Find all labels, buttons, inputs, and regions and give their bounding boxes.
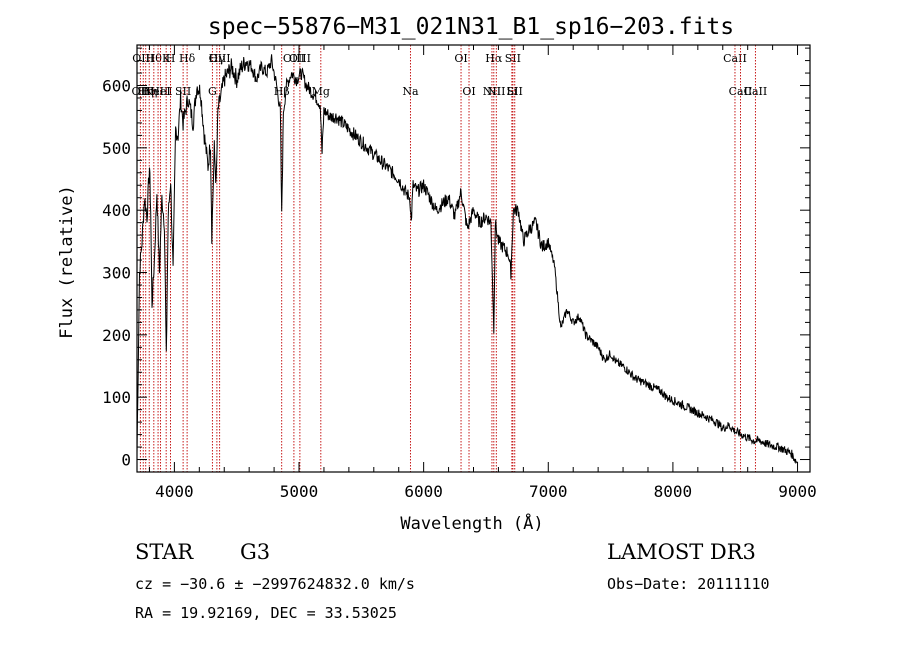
chart-title: spec−55876−M31_021N31_B1_sp16−203.fits — [208, 14, 734, 40]
line-label-top: OIII — [132, 52, 154, 65]
line-label-bottom: OI — [462, 85, 475, 98]
line-label-top: CaII — [723, 52, 747, 65]
line-label-top: OIII — [209, 52, 231, 65]
line-markers: OIIOIIIHηHηHθNeIIIHeIKHSIIHδGHγOIIIHβOII… — [132, 45, 768, 472]
y-tick-label: 600 — [102, 77, 131, 96]
x-tick-label: 9000 — [778, 482, 817, 501]
x-axis-label: Wavelength (Å) — [400, 512, 543, 534]
spectrum-line — [136, 54, 798, 465]
y-tick-label: 0 — [121, 451, 131, 470]
x-tick-label: 8000 — [654, 482, 693, 501]
plot-frame — [136, 44, 811, 473]
line-label-bottom: NeIII — [143, 85, 172, 98]
line-label-top: OIII — [283, 52, 305, 65]
spectrum-series — [136, 54, 798, 465]
line-label-bottom: SII — [507, 85, 523, 98]
y-axis-label: Flux (relative) — [57, 185, 77, 339]
x-tick-label: 7000 — [529, 482, 568, 501]
line-label-top: Hθ — [146, 52, 163, 65]
x-tick-label: 4000 — [155, 482, 194, 501]
line-label-bottom: Hη — [138, 85, 154, 98]
survey-name: LAMOST DR3 — [607, 540, 756, 564]
line-label-top: OI — [454, 52, 467, 65]
line-label-top: Hα — [485, 52, 503, 65]
y-tick-label: 300 — [102, 264, 131, 283]
line-label-bottom: HeI — [150, 85, 170, 98]
line-label-top: OIII — [289, 52, 311, 65]
line-label-bottom: Li — [506, 85, 517, 98]
y-tick-label: 100 — [102, 388, 131, 407]
x-tick-label: 5000 — [280, 482, 319, 501]
coordinates: RA = 19.92169, DEC = 33.53025 — [135, 604, 397, 622]
object-class: STAR — [135, 540, 194, 564]
redshift-text: cz = −30.6 ± −2997624832.0 km/s — [135, 575, 415, 593]
obs-date: Obs−Date: 20111110 — [607, 575, 770, 593]
line-label-top: Hγ — [209, 52, 226, 65]
axis-ticks: 4000 5000 6000 7000 8000 9000 0 100 200 300 400 500… — [102, 45, 817, 501]
line-label-top: Hδ — [179, 52, 196, 65]
line-label-bottom: G — [208, 85, 217, 98]
line-label-bottom: CaII — [744, 85, 768, 98]
line-label-top: H — [166, 52, 176, 65]
x-tick-label: 6000 — [404, 482, 443, 501]
line-label-bottom: OII — [132, 85, 150, 98]
line-label-bottom: CaII — [729, 85, 753, 98]
line-label-top: K — [162, 52, 171, 65]
line-label-bottom: NII — [487, 85, 505, 98]
y-tick-label: 400 — [102, 201, 131, 220]
y-tick-label: 500 — [102, 139, 131, 158]
line-label-top: SII — [505, 52, 521, 65]
object-subclass: G3 — [240, 540, 271, 564]
line-label-bottom: Na — [402, 85, 419, 98]
line-label-bottom: Hη — [141, 85, 157, 98]
y-tick-label: 200 — [102, 326, 131, 345]
line-label-bottom: Mg — [312, 85, 330, 98]
line-label-bottom: SII — [175, 85, 191, 98]
line-label-bottom: Hβ — [274, 85, 290, 98]
